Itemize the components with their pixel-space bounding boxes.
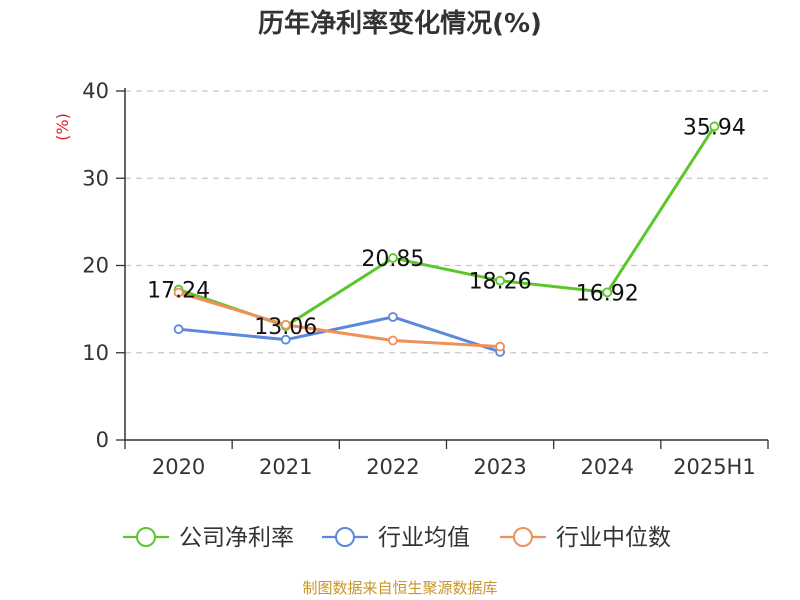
data-point — [388, 312, 398, 322]
data-label: 13.06 — [254, 315, 317, 340]
data-point — [495, 275, 505, 286]
data-point — [602, 287, 613, 298]
data-point — [173, 287, 184, 298]
data-point — [388, 253, 398, 263]
legend-label: 公司净利率 — [179, 525, 294, 551]
legend-marker — [136, 527, 156, 547]
y-tick-label: 0 — [96, 428, 109, 452]
x-tick-label: 2021 — [259, 455, 312, 479]
data-point — [495, 341, 505, 352]
axes: 0 10 20 30 40 2020 2021 2022 2023 2024 2025H1 — [82, 79, 769, 479]
data-label: 16.92 — [576, 281, 639, 306]
series-line-1 — [178, 315, 501, 354]
grid-lines — [125, 90, 768, 354]
x-tick-label: 2023 — [473, 455, 526, 479]
data-labels: 17.24 13.06 20.85 18.26 16.92 35.94 — [147, 115, 746, 340]
x-tick-label: 2020 — [152, 455, 205, 479]
chart-title: 历年净利率变化情况(%) — [258, 8, 542, 39]
series-layer — [173, 121, 720, 357]
legend-label: 行业均值 — [378, 525, 470, 551]
source-note: 制图数据来自恒生聚源数据库 — [302, 579, 497, 597]
legend-marker — [335, 527, 355, 547]
y-tick-label: 20 — [82, 254, 109, 278]
series-line-2 — [178, 291, 501, 349]
data-point — [280, 334, 291, 345]
data-label: 35.94 — [683, 115, 746, 140]
legend-label: 行业中位数 — [556, 525, 671, 551]
data-label: 17.24 — [147, 279, 210, 304]
x-tick-label: 2024 — [581, 455, 634, 479]
data-label: 20.85 — [361, 247, 424, 272]
y-tick-label: 10 — [82, 341, 109, 365]
y-tick-label: 40 — [82, 79, 109, 103]
data-label: 18.26 — [469, 270, 532, 295]
data-point — [173, 324, 184, 335]
data-point — [709, 121, 720, 132]
legend-marker — [513, 527, 533, 547]
x-tick-label: 2022 — [366, 455, 419, 479]
y-axis-label: (%) — [53, 113, 72, 141]
data-point — [388, 335, 398, 346]
legend: 公司净利率 行业均值 行业中位数 — [123, 525, 671, 551]
data-point — [280, 319, 291, 330]
x-tick-label: 2025H1 — [673, 455, 756, 479]
y-tick-label: 30 — [82, 166, 109, 190]
